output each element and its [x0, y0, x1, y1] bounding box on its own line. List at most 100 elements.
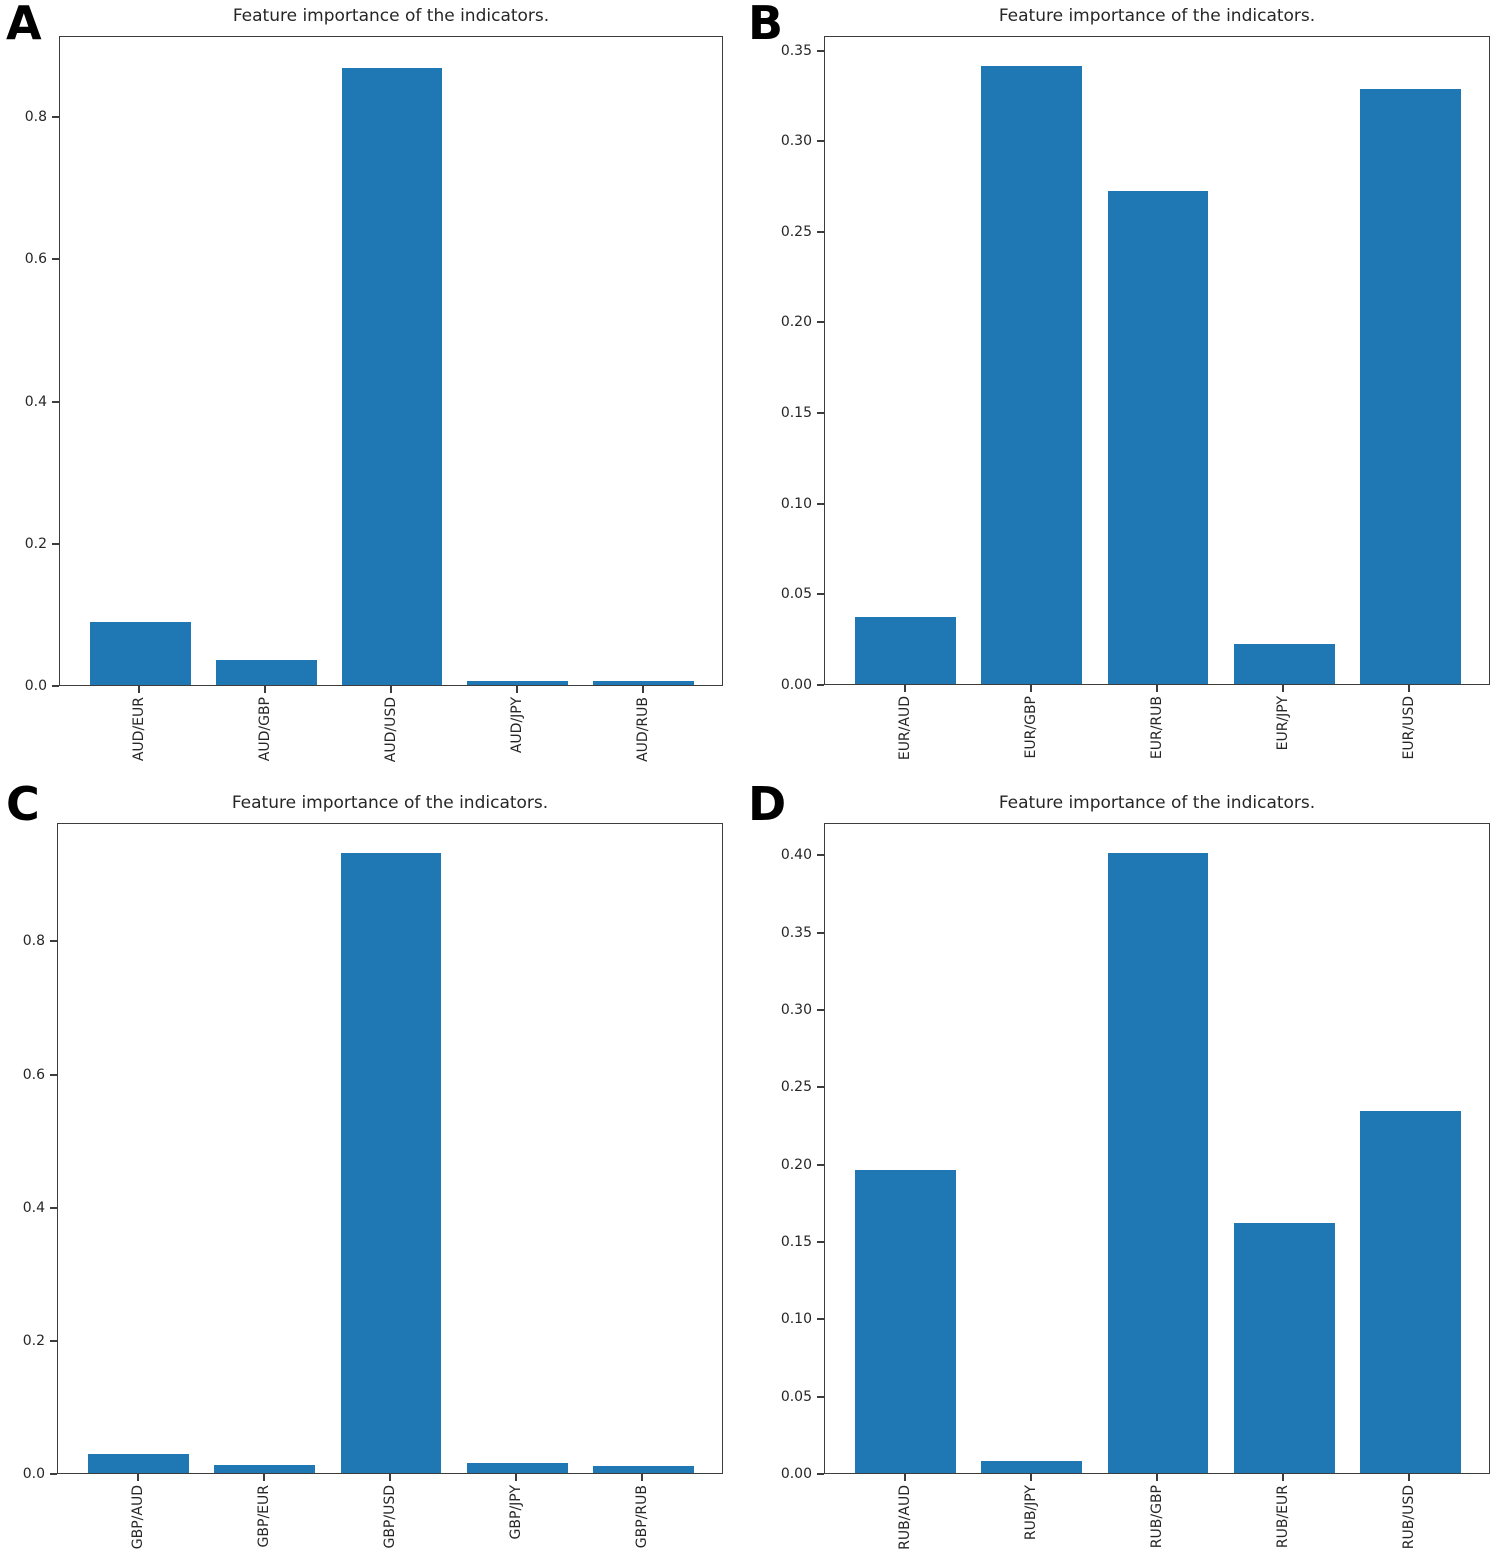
x-tick-mark — [641, 686, 644, 693]
y-tick-mark — [817, 931, 824, 934]
bar-gbp-usd — [340, 852, 442, 1473]
bar-aud-jpy — [467, 681, 569, 685]
x-tick-mark — [1029, 1474, 1032, 1481]
panel-b-plot-area — [824, 36, 1490, 685]
y-tick-label: 0.6 — [22, 1066, 45, 1083]
x-tick-mark — [1156, 685, 1158, 692]
x-tick-mark — [389, 1474, 391, 1481]
y-tick-mark — [817, 854, 824, 857]
x-tick-mark — [264, 686, 267, 693]
panel-c-title: Feature importance of the indicators. — [231, 793, 549, 813]
y-tick-label: 0.25 — [780, 223, 812, 240]
x-tick-label-gbp-aud: GBP/AUD — [129, 1485, 146, 1550]
x-tick-label-aud-jpy: AUD/JPY — [508, 697, 525, 754]
bar-aud-gbp — [215, 660, 317, 685]
x-tick-label-gbp-eur: GBP/EUR — [255, 1485, 272, 1548]
bar-aud-rub — [593, 681, 694, 685]
y-tick-mark — [817, 1086, 824, 1089]
x-tick-label-rub-aud: RUB/AUD — [896, 1485, 913, 1550]
panel-d-title: Feature importance of the indicators. — [998, 793, 1316, 813]
bar-rub-jpy — [981, 1460, 1083, 1473]
x-tick-mark — [1282, 685, 1285, 692]
x-tick-label-eur-gbp: EUR/GBP — [1022, 696, 1039, 759]
y-tick-mark — [817, 230, 824, 233]
bar-aud-eur — [90, 621, 191, 685]
x-tick-label-aud-eur: AUD/EUR — [131, 697, 148, 762]
bar-gbp-jpy — [466, 1463, 568, 1473]
y-tick-label: 0.30 — [780, 133, 812, 150]
x-tick-label-gbp-rub: GBP/RUB — [634, 1485, 651, 1549]
x-tick-label-rub-gbp: RUB/GBP — [1149, 1485, 1165, 1549]
y-tick-mark — [52, 400, 59, 403]
panel-d-label: D — [748, 777, 786, 831]
bar-eur-jpy — [1233, 644, 1335, 684]
bar-eur-gbp — [981, 65, 1083, 684]
x-tick-mark — [1408, 1474, 1411, 1481]
y-tick-label: 0.15 — [780, 1234, 812, 1251]
y-tick-label: 0.40 — [780, 847, 812, 864]
y-tick-mark — [817, 1318, 824, 1321]
y-tick-label: 0.2 — [24, 535, 47, 552]
x-tick-mark — [1156, 1474, 1158, 1481]
y-tick-label: 0.20 — [780, 1156, 812, 1173]
panel-d-plot-area — [824, 823, 1490, 1474]
y-tick-mark — [817, 1473, 824, 1475]
y-tick-label: 0.35 — [780, 42, 812, 59]
bar-gbp-aud — [88, 1454, 190, 1473]
x-tick-mark — [262, 1474, 265, 1481]
y-tick-mark — [50, 1339, 57, 1342]
y-tick-label: 0.8 — [22, 933, 45, 950]
y-tick-mark — [52, 542, 59, 545]
y-tick-label: 0.6 — [24, 251, 47, 268]
panel-c-plot-area — [57, 823, 723, 1474]
x-tick-label-eur-usd: EUR/USD — [1401, 696, 1418, 760]
y-tick-mark — [817, 1009, 824, 1012]
y-tick-mark — [817, 1241, 824, 1244]
y-tick-mark — [52, 258, 59, 261]
y-tick-mark — [817, 412, 824, 415]
y-tick-label: 0.20 — [780, 314, 812, 331]
panel-c: C Feature importance of the indicators. … — [0, 780, 750, 1559]
y-tick-mark — [50, 940, 57, 943]
x-tick-mark — [515, 1474, 518, 1481]
panel-a-plot-area — [59, 36, 723, 686]
x-tick-mark — [138, 686, 141, 693]
y-tick-mark — [817, 1163, 824, 1166]
y-tick-label: 0.05 — [780, 1388, 812, 1405]
y-tick-label: 0.05 — [780, 586, 812, 603]
x-tick-label-gbp-jpy: GBP/JPY — [508, 1485, 525, 1540]
y-tick-mark — [817, 593, 824, 596]
y-tick-mark — [817, 140, 824, 143]
y-tick-label: 0.0 — [24, 678, 47, 694]
x-tick-mark — [136, 1474, 139, 1481]
x-tick-label-eur-aud: EUR/AUD — [896, 696, 913, 761]
x-tick-label-eur-jpy: EUR/JPY — [1275, 696, 1292, 751]
y-tick-label: 0.10 — [780, 1311, 812, 1328]
y-tick-label: 0.4 — [22, 1199, 45, 1216]
bar-rub-aud — [855, 1169, 957, 1473]
bar-aud-usd — [341, 67, 443, 685]
y-tick-label: 0.35 — [780, 924, 812, 941]
y-tick-label: 0.10 — [780, 495, 812, 512]
y-tick-mark — [50, 1206, 57, 1209]
x-tick-mark — [903, 1474, 906, 1481]
x-tick-label-eur-rub: EUR/RUB — [1149, 696, 1165, 760]
y-tick-label: 0.00 — [780, 1466, 812, 1482]
y-tick-label: 0.0 — [22, 1466, 45, 1482]
panel-b-title: Feature importance of the indicators. — [998, 6, 1316, 26]
y-tick-label: 0.25 — [780, 1079, 812, 1096]
bar-gbp-rub — [592, 1466, 694, 1473]
panel-b-label: B — [748, 0, 783, 50]
bar-rub-gbp — [1107, 852, 1209, 1473]
bar-eur-aud — [855, 616, 957, 684]
x-tick-mark — [1408, 685, 1411, 692]
panel-d: D Feature importance of the indicators. … — [748, 777, 1500, 1559]
x-tick-mark — [1282, 1474, 1285, 1481]
x-tick-label-rub-eur: RUB/EUR — [1275, 1485, 1292, 1549]
panel-a: A Feature importance of the indicators. … — [0, 0, 750, 780]
y-tick-label: 0.8 — [24, 109, 47, 126]
y-tick-label: 0.2 — [22, 1332, 45, 1349]
bar-rub-usd — [1359, 1111, 1461, 1473]
y-tick-mark — [817, 1395, 824, 1398]
panel-a-label: A — [6, 0, 42, 50]
